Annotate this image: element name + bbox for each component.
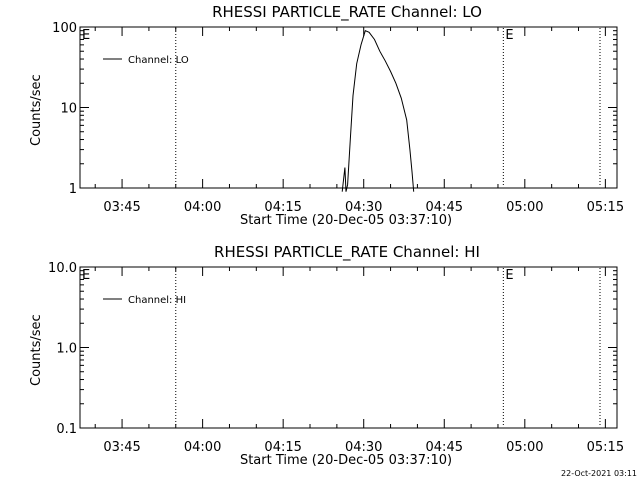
marker-label: E <box>82 268 90 283</box>
chart-title: RHESSI PARTICLE_RATE Channel: HI <box>214 243 480 262</box>
footer-timestamp: 22-Oct-2021 03:11 <box>561 469 637 478</box>
legend-label: Channel: HI <box>128 295 186 306</box>
y-axis-label: Counts/sec <box>29 74 44 146</box>
series-layer <box>341 30 415 192</box>
x-axis: 03:45 04:00 04:15 04:30 04:45 05:00 05:15 <box>94 27 624 215</box>
x-tick-label: 03:45 <box>103 440 140 455</box>
y-tick-label: 10.0 <box>48 261 77 276</box>
x-tick-label: 05:15 <box>587 200 624 215</box>
y-tick-label: 0.1 <box>56 422 77 437</box>
y-tick-label: 1.0 <box>56 342 77 357</box>
y-tick-label: 1 <box>69 182 77 197</box>
y-axis: 1 10 100 <box>52 21 617 197</box>
x-tick-label: 04:00 <box>184 440 221 455</box>
x-axis-label: Start Time (20-Dec-05 03:37:10) <box>240 213 452 228</box>
series-line <box>341 30 415 192</box>
x-tick-label: 04:45 <box>426 200 463 215</box>
x-tick-label: 04:30 <box>345 440 382 455</box>
y-axis: 0.1 1.0 10.0 <box>48 261 617 437</box>
x-tick-label: 05:15 <box>587 440 624 455</box>
hi-channel-panel: RHESSI PARTICLE_RATE Channel: HI 0.1 1.0 1… <box>29 243 624 468</box>
x-tick-label: 05:00 <box>506 440 543 455</box>
marker-label: E <box>505 268 513 283</box>
x-tick-label: 05:00 <box>506 200 543 215</box>
x-axis-label: Start Time (20-Dec-05 03:37:10) <box>240 453 452 468</box>
y-axis-label: Counts/sec <box>29 314 44 386</box>
marker-label: E <box>82 28 90 43</box>
chart-title: RHESSI PARTICLE_RATE Channel: LO <box>212 3 482 22</box>
x-tick-label: 04:30 <box>345 200 382 215</box>
lo-channel-panel: RHESSI PARTICLE_RATE Channel: LO 110100 … <box>29 3 624 228</box>
x-tick-label: 04:45 <box>426 440 463 455</box>
plot-frame <box>79 266 618 429</box>
marker-label: E <box>505 28 513 43</box>
legend-label: Channel: LO <box>128 55 189 66</box>
x-tick-label: 04:00 <box>184 200 221 215</box>
x-tick-label: 04:15 <box>264 200 301 215</box>
y-tick-label: 100 <box>52 21 77 36</box>
x-tick-label: 03:45 <box>103 200 140 215</box>
x-tick-label: 04:15 <box>264 440 301 455</box>
y-tick-label: 10 <box>60 102 77 117</box>
